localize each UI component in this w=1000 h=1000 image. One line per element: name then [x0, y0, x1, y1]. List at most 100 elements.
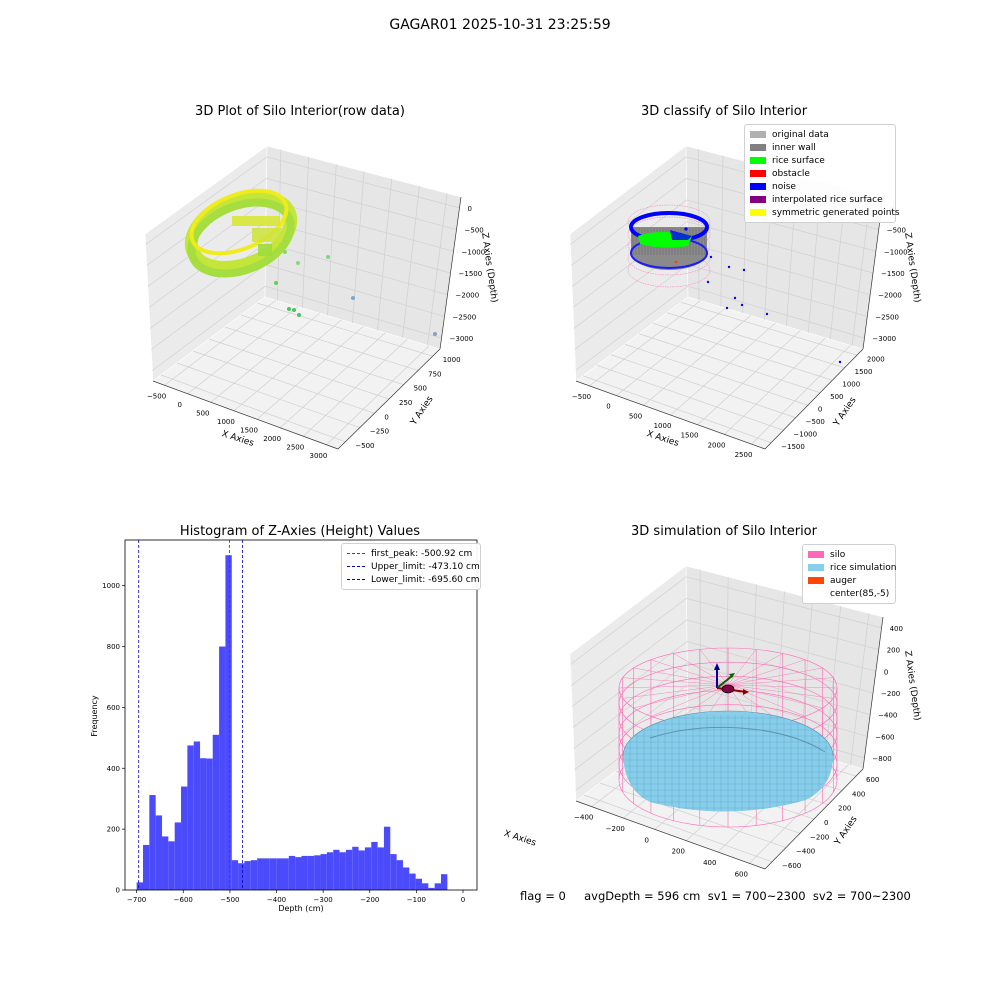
- histogram-bar: [149, 795, 156, 890]
- panel1-grid-z: [151, 264, 266, 350]
- panel2-y-tick-label: 1500: [855, 368, 873, 376]
- histogram-bar: [250, 860, 258, 890]
- panel4-grid-z-side: [687, 684, 868, 737]
- symmetric-ring: [627, 252, 711, 288]
- noise-point: [765, 312, 769, 316]
- legend-entry: silo: [808, 548, 890, 561]
- histogram-x-tick-label: −100: [407, 896, 426, 904]
- histogram-x-tick-label: −400: [267, 896, 286, 904]
- panel1-x-axis-line: [152, 380, 339, 450]
- histogram-bar: [352, 846, 359, 890]
- histogram-x-tick-label: −200: [360, 896, 379, 904]
- histogram-vlines: [138, 540, 243, 890]
- panel4-grid-z: [570, 576, 687, 665]
- panel2-grid-x: [697, 330, 801, 425]
- panel4-grid-y: [599, 782, 787, 848]
- silo-roof-rib: [622, 684, 729, 699]
- panel4-3d-plot: −400−20002004006006004002000−200−400−600…: [503, 565, 922, 878]
- panel4-x-tick-label: 600: [735, 870, 748, 878]
- histogram-bar: [333, 849, 340, 890]
- panel4-z-tick-label: −400: [878, 712, 897, 720]
- panel4-x-axis-line: [575, 800, 766, 870]
- legend-entry: original data: [750, 128, 890, 141]
- panel2-y-tick-label: 1000: [842, 380, 860, 388]
- histogram-bar: [307, 855, 315, 890]
- silo-roof-rib: [727, 684, 834, 699]
- panel2-x-axis-line: [575, 380, 766, 450]
- panel2-y-tick-label: 500: [830, 393, 843, 401]
- legend-label: symmetric generated points: [772, 207, 900, 218]
- histogram-bar: [142, 844, 150, 890]
- panel4-title: 3D simulation of Silo Interior: [631, 524, 817, 539]
- histogram-bar: [326, 852, 334, 890]
- panel2-z-tick-label: −3000: [872, 335, 896, 343]
- panel1-grid-y: [256, 302, 433, 357]
- panel2-y-tick-label: −1500: [781, 443, 805, 451]
- interior-points: [258, 244, 272, 256]
- legend-entry: auger: [808, 574, 890, 587]
- outlier-point: [283, 250, 287, 254]
- silo-ring-points-top: [189, 188, 289, 256]
- legend-line-swatch: [347, 566, 365, 567]
- panel1-y-axis-label: Y Axies: [409, 394, 436, 428]
- panel2-grid-y: [680, 301, 857, 356]
- panel2-y-tick-label: −1000: [793, 430, 817, 438]
- panel4-grid-z: [572, 641, 688, 728]
- noise-point: [706, 280, 710, 284]
- panel4-z-tick-label: 200: [887, 647, 900, 655]
- legend-color-swatch: [750, 196, 766, 203]
- panel2-grid-z-side: [687, 264, 868, 317]
- panel1-z-tick-label: −500: [465, 227, 484, 235]
- panel2-z-tick-label: −2000: [878, 292, 902, 300]
- auger-x-arrowhead: [743, 689, 749, 695]
- legend-label: noise: [772, 181, 796, 192]
- histogram-y-axis-label: Frequency: [90, 695, 99, 737]
- histogram-x-ticks: −700 −600 −500 −400 −300 −200 −100 0: [127, 890, 465, 904]
- legend-line-swatch: [347, 553, 365, 554]
- histogram-bar: [206, 758, 213, 890]
- panel1-y-axis-line: [337, 348, 441, 450]
- panel1-z-axis-line: [439, 196, 462, 350]
- panel4-x-tick-label: 0: [645, 836, 649, 844]
- panel1-grid-z-side: [266, 156, 460, 209]
- panel2-grid-z-side: [687, 242, 871, 296]
- legend-entry: rice simulation: [808, 561, 896, 574]
- panel1-z-tick-label: −1500: [459, 270, 483, 278]
- panel2-z-tick-label: −500: [887, 227, 906, 235]
- panel1-x-tick-label: 500: [196, 409, 209, 417]
- legend-label: auger: [830, 575, 857, 586]
- histogram-bars: [136, 555, 448, 890]
- auger-y-arrow: [716, 675, 733, 689]
- panel2-3d-plot: −500 0 500 1000 1500 2000 2500 2000 1500 1000 500 0…: [569, 145, 922, 459]
- silo-wireframe: [618, 647, 838, 828]
- histogram-bar: [358, 850, 365, 890]
- histogram-bar: [295, 857, 302, 890]
- histogram-bar: [377, 847, 384, 890]
- outlier-point: [287, 307, 291, 311]
- noise-point: [725, 306, 729, 310]
- panel2-z-tick-label: −1000: [884, 248, 908, 256]
- panel1-grid-z: [152, 285, 266, 371]
- panel2-z-axis-label: Z Axies (Depth): [902, 232, 922, 303]
- legend-color-swatch: [808, 590, 824, 597]
- panel1-z-tick-label: −3000: [450, 335, 474, 343]
- silo-roof-rib: [673, 653, 729, 686]
- interior-points: [232, 216, 280, 226]
- histogram-bar: [155, 815, 163, 890]
- panel2-x-tick-label: 1000: [654, 422, 672, 430]
- rice-simulation-surface: [622, 710, 834, 812]
- histogram-bar: [219, 646, 226, 890]
- legend-color-swatch: [750, 131, 766, 138]
- panel4-legend: silo rice simulation auger center(85,-5): [802, 544, 896, 604]
- silo-roof-rib: [727, 649, 757, 686]
- histogram-bar: [244, 861, 251, 890]
- histogram-bar: [434, 883, 442, 890]
- legend-label: interpolated rice surface: [772, 194, 883, 205]
- histogram-bar: [421, 883, 429, 890]
- histogram-y-tick-label: 800: [107, 643, 120, 651]
- panel1-grid-y: [208, 338, 390, 400]
- histogram-bar: [168, 841, 175, 890]
- panel1-z-tick-label: −2000: [456, 292, 480, 300]
- panel4-y-tick-label: 0: [824, 819, 828, 827]
- panel2-grid-z-side: [686, 199, 876, 252]
